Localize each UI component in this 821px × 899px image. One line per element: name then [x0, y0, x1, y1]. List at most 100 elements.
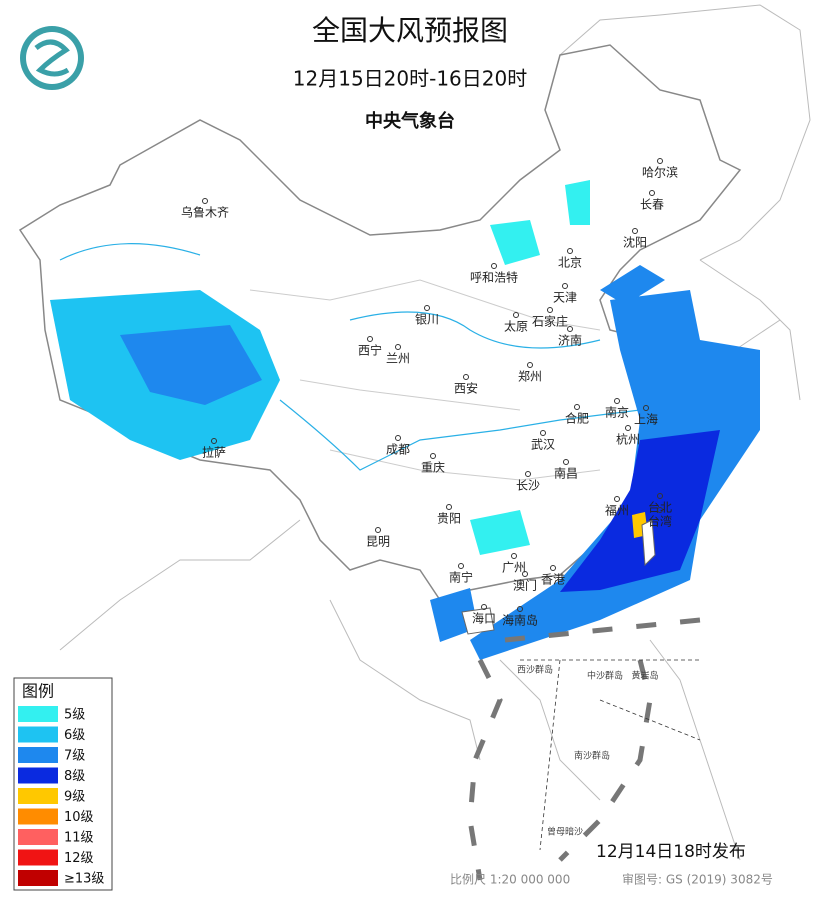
review-number: 审图号: GS (2019) 3082号	[622, 872, 773, 887]
city-label: 哈尔滨	[642, 165, 678, 180]
legend-label: ≥13级	[64, 872, 104, 887]
city-dot	[540, 430, 546, 436]
neighbor-borders	[59, 4, 811, 861]
legend-swatch	[18, 870, 58, 886]
city-label: 长沙	[516, 479, 540, 493]
city-label: 南宁	[449, 570, 473, 585]
city-label: 台湾	[648, 514, 672, 529]
city-dot	[563, 459, 569, 465]
logo-mark	[34, 39, 70, 77]
wind-area-7	[470, 265, 760, 660]
legend-title: 图例	[22, 682, 54, 701]
city-dot	[567, 326, 573, 332]
legend-label: 8级	[64, 769, 85, 784]
issued: 12月14日18时发布	[596, 842, 746, 862]
city-dot	[547, 307, 553, 313]
city-dot	[481, 604, 487, 610]
city-label: 济南	[558, 333, 582, 348]
wind-area-8	[560, 430, 720, 592]
legend-label: 11级	[64, 831, 94, 846]
city-label: 沈阳	[623, 235, 647, 250]
city-dot	[657, 493, 663, 499]
city-label: 乌鲁木齐	[181, 205, 229, 220]
city-dot	[657, 158, 663, 164]
city-label: 西宁	[358, 343, 382, 358]
city-label: 天津	[553, 291, 577, 305]
city-label: 银川	[415, 313, 439, 327]
city-label: 拉萨	[202, 445, 226, 460]
nine-dash-line	[467, 610, 703, 881]
city-dot	[463, 374, 469, 380]
sea-area-lines	[520, 659, 701, 851]
city-dot	[614, 398, 620, 404]
city-label: 南京	[605, 405, 629, 420]
city-dot	[614, 496, 620, 502]
city-dot	[430, 453, 436, 459]
city-label: 重庆	[421, 461, 445, 475]
city-dot	[511, 553, 517, 559]
city-label: 西安	[454, 381, 478, 396]
taiwan-island	[641, 519, 656, 567]
city-label: 呼和浩特	[470, 270, 518, 285]
island-label: 西沙群岛	[517, 664, 553, 676]
city-label: 海口	[472, 611, 496, 626]
legend-label: 5级	[64, 708, 85, 723]
city-label: 海南岛	[502, 613, 538, 628]
city-label: 太原	[504, 319, 528, 334]
city-dot	[211, 438, 217, 444]
city-label: 长春	[640, 198, 664, 212]
city-dot	[458, 563, 464, 569]
city-label: 合肥	[565, 411, 589, 426]
city-dot	[522, 571, 528, 577]
wind-area-5	[470, 180, 590, 555]
city-dot	[643, 405, 649, 411]
city-label: 兰州	[386, 352, 410, 366]
legend-label: 10级	[64, 810, 94, 825]
city-dot	[395, 435, 401, 441]
city-label: 贵阳	[437, 512, 461, 526]
city-label: 武汉	[531, 438, 555, 452]
island-label: 中沙群岛	[587, 670, 623, 682]
city-dot	[375, 527, 381, 533]
city-dot	[657, 507, 663, 513]
city-dot	[491, 263, 497, 269]
wind-area-7	[120, 325, 262, 405]
city-dot	[625, 425, 631, 431]
city-dot	[202, 198, 208, 204]
city-dot	[527, 362, 533, 368]
city-dot	[513, 312, 519, 318]
city-label: 杭州	[616, 432, 640, 447]
legend-label: 9级	[64, 790, 85, 805]
legend-items: 5级 6级 7级 8级 9级 10级 11级 12级 ≥13级	[18, 706, 104, 887]
legend-label: 7级	[64, 749, 85, 764]
legend-label: 12级	[64, 851, 94, 866]
legend-swatch	[18, 767, 58, 784]
city-dot	[367, 336, 373, 342]
legend-swatch	[18, 849, 58, 866]
city-dot	[567, 248, 573, 254]
city-label: 石家庄	[532, 314, 568, 329]
island-label: 曾母暗沙	[547, 826, 583, 838]
city-label: 澳门	[513, 578, 537, 593]
legend-swatch	[18, 829, 58, 845]
legend-swatch	[18, 726, 58, 743]
city-label: 昆明	[366, 535, 390, 549]
city-dot	[562, 283, 568, 289]
legend-swatch	[18, 788, 58, 804]
city-label: 福州	[605, 503, 629, 518]
legend-label: 6级	[64, 728, 85, 743]
city-dot	[574, 404, 580, 410]
city-label: 北京	[558, 256, 582, 270]
city-dot	[550, 565, 556, 571]
city-label: 南昌	[554, 466, 578, 481]
city-dot	[632, 228, 638, 234]
city-label: 广州	[502, 561, 526, 575]
title: 全国大风预报图	[312, 14, 508, 47]
city-dot	[649, 190, 655, 196]
city-dot	[525, 471, 531, 477]
legend-swatch	[18, 706, 58, 722]
period: 12月15日20时-16日20时	[293, 67, 527, 91]
